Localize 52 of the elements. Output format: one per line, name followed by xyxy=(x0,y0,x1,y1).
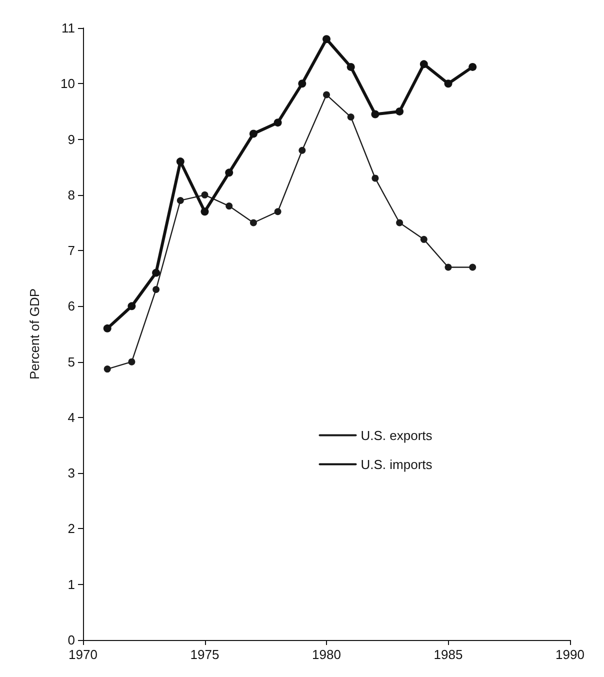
y-tick-label: 5 xyxy=(68,354,75,370)
point xyxy=(347,114,354,121)
point xyxy=(371,110,380,118)
point xyxy=(201,191,208,198)
y-tick-label: 2 xyxy=(68,521,75,536)
point xyxy=(274,208,282,216)
point xyxy=(396,107,404,116)
y-tick-label: 10 xyxy=(60,76,75,92)
point xyxy=(152,268,160,277)
point xyxy=(298,146,306,154)
point xyxy=(226,202,233,210)
point xyxy=(152,286,160,293)
y-tick-label: 9 xyxy=(68,132,75,147)
x-tick-label: 1990 xyxy=(556,647,584,662)
legend-label: U.S. exports xyxy=(360,428,433,443)
point xyxy=(396,219,404,226)
point xyxy=(103,324,112,332)
point xyxy=(176,158,184,166)
point xyxy=(128,358,136,366)
point xyxy=(225,168,234,177)
point xyxy=(420,236,428,243)
y-tick-label: 8 xyxy=(68,187,75,202)
point xyxy=(420,60,428,68)
y-tick-label: 6 xyxy=(68,298,75,314)
point xyxy=(298,80,306,88)
point xyxy=(250,219,257,226)
point xyxy=(104,366,111,373)
x-tick-label: 1980 xyxy=(312,647,341,662)
point xyxy=(322,35,330,44)
point xyxy=(346,62,355,71)
point xyxy=(274,118,282,127)
point xyxy=(176,196,184,204)
point xyxy=(444,264,452,271)
point xyxy=(469,264,476,271)
point xyxy=(249,130,258,138)
y-axis-title: Percent of GDP xyxy=(27,288,42,380)
point xyxy=(444,80,452,88)
point xyxy=(200,208,209,216)
x-tick-label: 1975 xyxy=(190,647,220,662)
x-tick-label: 1970 xyxy=(68,647,98,662)
point xyxy=(372,174,379,182)
y-tick-label: 7 xyxy=(68,243,75,258)
point xyxy=(128,302,136,310)
y-tick-label: 11 xyxy=(62,20,75,36)
y-tick-label: 3 xyxy=(68,466,75,481)
y-tick-label: 4 xyxy=(68,410,75,425)
point xyxy=(323,91,330,98)
point xyxy=(468,62,477,71)
y-tick-label: 0 xyxy=(68,632,75,648)
y-tick-label: 1 xyxy=(68,576,75,592)
x-tick-label: 1985 xyxy=(434,647,463,662)
legend-label: U.S. imports xyxy=(360,456,433,472)
